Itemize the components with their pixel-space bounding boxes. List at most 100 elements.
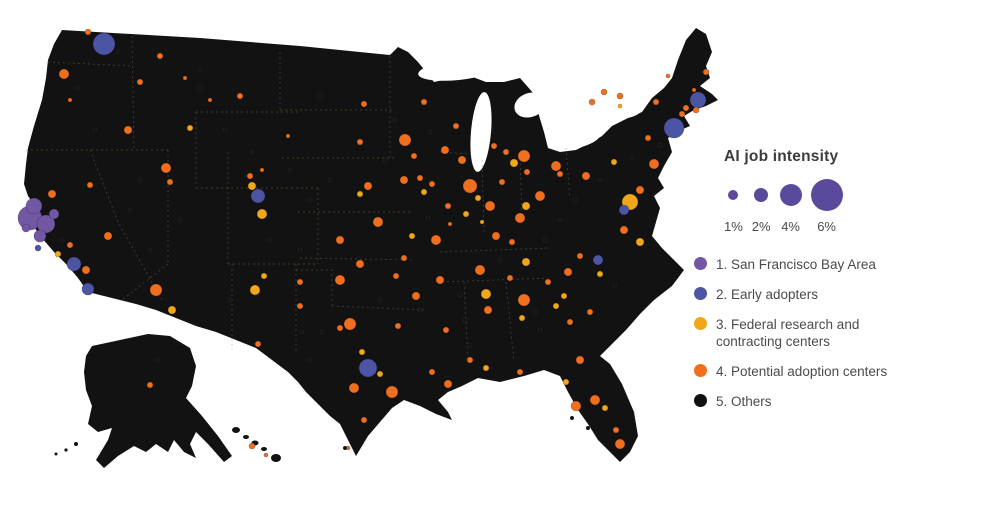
metro-bubble — [411, 291, 421, 301]
metro-bubble — [506, 274, 514, 282]
category-dot — [694, 394, 707, 408]
metro-bubble — [335, 235, 345, 245]
metro-bubble — [92, 127, 98, 133]
metro-bubble — [319, 329, 325, 335]
map-legend: AI job intensity 1% 2% 4% 6% 1. San Francis… — [694, 148, 980, 411]
metro-bubble — [25, 197, 43, 215]
metro-bubble — [601, 404, 609, 412]
metro-bubble — [457, 155, 467, 165]
metro-bubble — [619, 225, 629, 235]
metro-bubble — [356, 138, 364, 146]
metro-bubble — [689, 91, 707, 109]
metro-bubble — [355, 259, 365, 269]
metro-bubble — [618, 204, 630, 216]
metro-bubble — [480, 288, 492, 300]
metro-bubble — [260, 272, 268, 280]
metro-bubble — [177, 217, 183, 223]
metro-bubble — [544, 278, 552, 286]
metro-bubble — [428, 368, 436, 376]
metro-bubble — [372, 216, 384, 228]
metro-bubble — [166, 178, 174, 186]
size-scale-item: 2% — [752, 178, 771, 234]
metro-bubble — [462, 210, 470, 218]
metro-bubble — [575, 355, 585, 365]
metro-bubble — [572, 197, 578, 203]
metro-bubble — [67, 97, 73, 103]
category-dot — [694, 257, 707, 270]
metro-bubble — [652, 98, 660, 106]
metro-bubble — [21, 223, 31, 233]
metro-bubble — [358, 358, 378, 378]
legend-category: 4. Potential adoption centers — [694, 363, 914, 381]
metro-bubble — [259, 167, 265, 173]
metro-bubble — [249, 149, 255, 155]
metro-bubble — [417, 307, 423, 313]
category-label: 1. San Francisco Bay Area — [716, 257, 876, 272]
metro-bubble — [160, 162, 172, 174]
metro-bubble — [47, 189, 57, 199]
metro-bubble — [614, 438, 626, 450]
metro-bubble — [430, 234, 442, 246]
size-scale-item: 6% — [810, 178, 843, 234]
category-dot — [694, 364, 707, 378]
metro-bubble — [267, 237, 273, 243]
size-scale-label: 4% — [781, 219, 800, 234]
metro-bubble — [514, 212, 526, 224]
metro-bubble — [92, 32, 116, 56]
metro-bubble — [382, 157, 388, 163]
metro-bubble — [376, 370, 384, 378]
metro-bubble — [416, 174, 424, 182]
metro-bubble — [307, 357, 313, 363]
metro-bubble — [186, 124, 194, 132]
metro-bubble — [462, 317, 468, 323]
metro-bubble — [246, 172, 254, 180]
legend-title: AI job intensity — [724, 148, 839, 165]
size-scale-label: 2% — [751, 219, 771, 234]
metro-bubble — [33, 229, 47, 243]
metro-bubble — [562, 378, 570, 386]
metro-bubble — [428, 180, 436, 188]
metro-bubble — [440, 145, 450, 155]
metro-bubble — [182, 75, 188, 81]
metro-bubble — [610, 158, 618, 166]
metro-bubble — [127, 207, 133, 213]
category-dot — [694, 316, 707, 330]
metro-bubble — [54, 250, 62, 258]
great-lakes — [418, 59, 641, 172]
metro-bubble — [392, 117, 398, 123]
size-scale-circle — [779, 184, 802, 206]
metro-bubble — [657, 142, 663, 148]
metro-bubble — [348, 382, 360, 394]
metro-bubble — [483, 305, 493, 315]
aleutian-island — [54, 452, 58, 456]
metro-bubble — [420, 188, 428, 196]
category-label: 5. Others — [716, 394, 772, 410]
metro-bubble — [115, 49, 121, 55]
metro-bubble — [435, 275, 445, 285]
metro-bubble — [197, 67, 203, 73]
metro-bubble — [287, 167, 293, 173]
metro-bubble — [521, 201, 531, 211]
metro-bubble — [256, 208, 268, 220]
metro-bubble — [363, 181, 373, 191]
metro-bubble — [592, 254, 604, 266]
bubble-layer — [17, 28, 710, 458]
category-dot — [694, 286, 707, 300]
metro-bubble — [146, 381, 154, 389]
size-scale-item: 1% — [724, 178, 743, 234]
metro-bubble — [263, 452, 269, 458]
metro-bubble — [491, 231, 501, 241]
metro-bubble — [307, 197, 313, 203]
metro-bubble — [542, 237, 548, 243]
metro-bubble — [482, 364, 490, 372]
legend-category: 1. San Francisco Bay Area — [694, 256, 914, 274]
size-scale-circle — [728, 190, 739, 200]
metro-bubble — [394, 322, 402, 330]
metro-bubble — [617, 103, 623, 109]
metro-bubble — [236, 92, 244, 100]
size-scale: 1% 2% 4% 6% — [724, 178, 980, 234]
metro-bubble — [103, 231, 113, 241]
metro-bubble — [581, 171, 591, 181]
metro-bubble — [678, 110, 686, 118]
